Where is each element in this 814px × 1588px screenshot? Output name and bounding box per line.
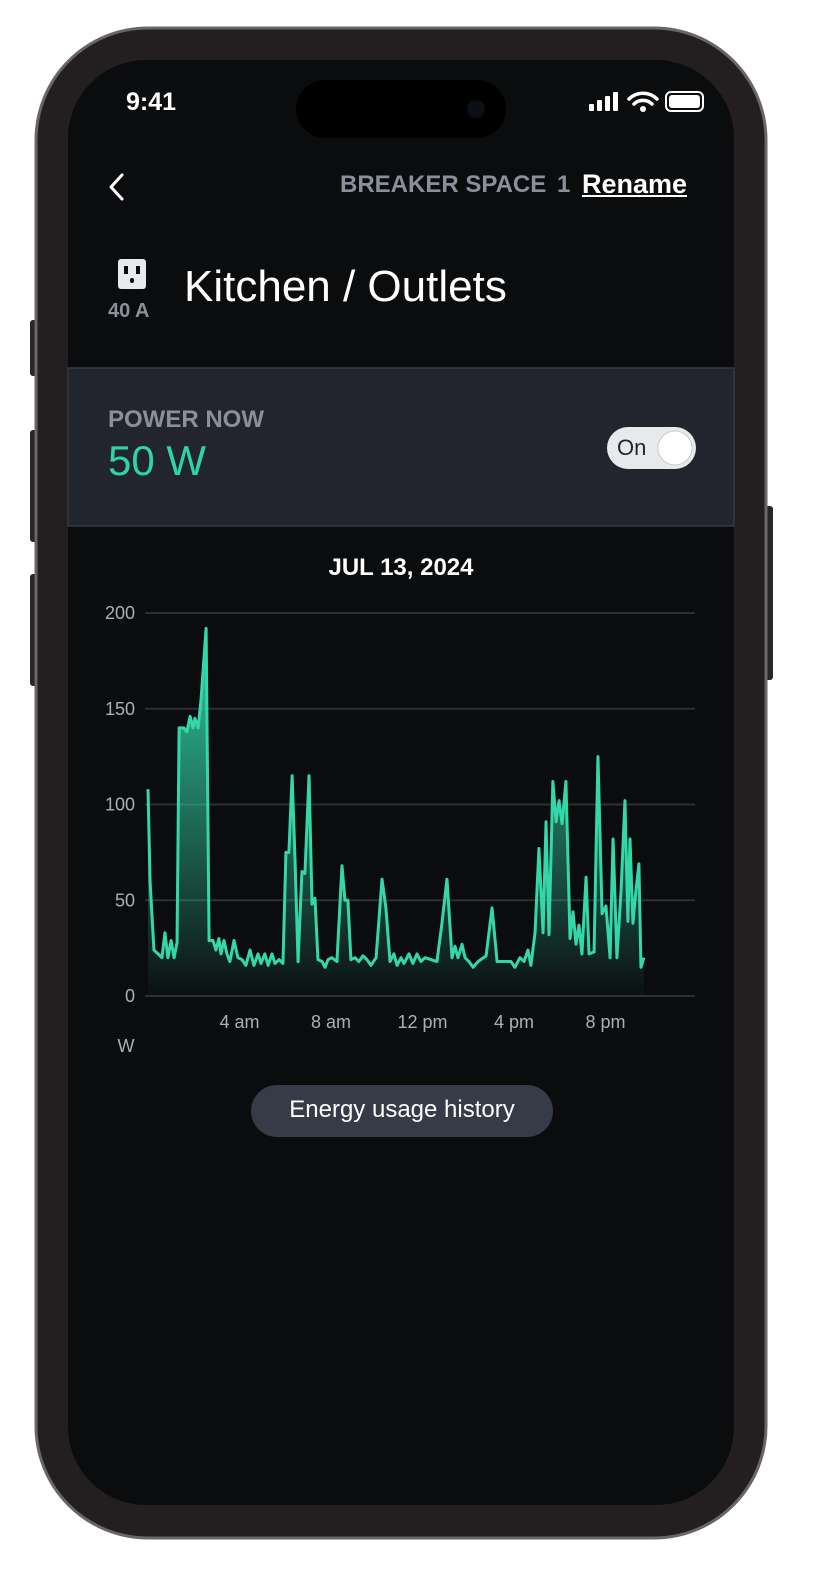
y-tick-label: 0 [125, 986, 135, 1006]
history-button[interactable] [251, 1085, 553, 1137]
line [146, 626, 646, 969]
battery-level [669, 95, 700, 108]
chart-title: JUL 13, 2024 [328, 554, 474, 581]
signal-icon [589, 92, 618, 111]
rename-link[interactable]: Rename [582, 169, 688, 199]
y-tick-label: 150 [105, 699, 135, 719]
y-tick-label: 200 [105, 603, 135, 623]
back-button[interactable] [109, 173, 124, 201]
outlet-slot [136, 266, 140, 274]
battery-icon [665, 91, 704, 112]
circuit-name: Kitchen / Outlets [184, 262, 507, 311]
wifi-dot [640, 106, 646, 112]
x-tick-label: 4 pm [494, 1012, 534, 1032]
wifi-icon [627, 91, 659, 106]
x-tick-label: 4 am [219, 1012, 259, 1032]
power-label: POWER NOW [108, 406, 264, 433]
x-tick-label: 8 pm [585, 1012, 625, 1032]
breaker-number: 1 [557, 171, 571, 198]
status-time: 9:41 [126, 88, 177, 116]
y-tick-label: 100 [105, 795, 135, 815]
power-value: 50 W [108, 437, 207, 484]
x-tick-label: 8 am [311, 1012, 351, 1032]
outlet-ground [130, 278, 134, 283]
toggle-label: On [617, 435, 647, 460]
toggle-knob [657, 430, 693, 466]
breaker-label: BREAKER SPACE [340, 171, 547, 198]
area [148, 628, 644, 996]
y-tick-label: 50 [115, 890, 135, 910]
camera [467, 100, 485, 118]
dynamic-island [296, 80, 506, 138]
amperage: 40 A [108, 300, 150, 322]
history-button-label[interactable]: Energy usage history [289, 1096, 515, 1123]
outlet-slot [124, 266, 128, 274]
x-tick-label: 12 pm [397, 1012, 447, 1032]
y-unit: W [118, 1036, 135, 1056]
